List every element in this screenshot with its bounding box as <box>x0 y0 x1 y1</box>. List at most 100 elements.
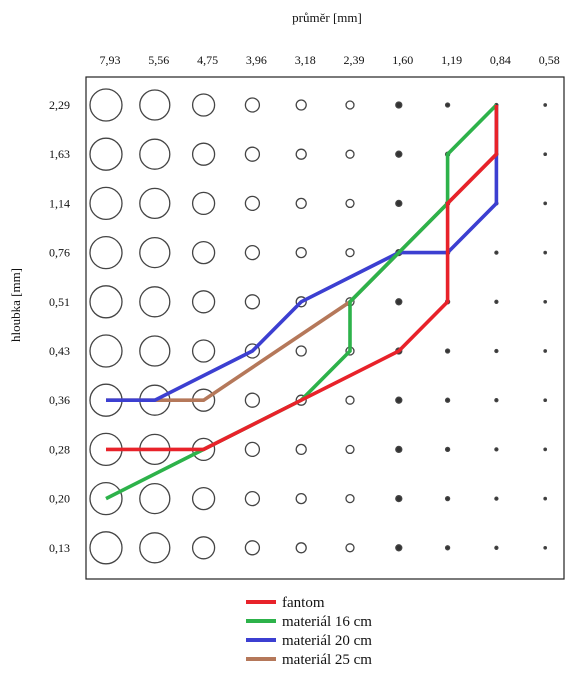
phantom-hole <box>396 151 402 157</box>
y-tick-label: 0,76 <box>49 246 70 260</box>
phantom-hole <box>544 301 546 303</box>
y-tick-label: 0,13 <box>49 541 70 555</box>
x-tick-label: 1,60 <box>392 53 413 67</box>
phantom-hole <box>396 299 402 305</box>
x-tick-label: 3,96 <box>246 53 267 67</box>
y-tick-label: 2,29 <box>49 98 70 112</box>
phantom-hole <box>544 350 546 352</box>
phantom-hole <box>396 102 402 108</box>
phantom-hole <box>446 398 450 402</box>
phantom-hole <box>245 147 259 161</box>
x-tick-label: 2,39 <box>344 53 365 67</box>
phantom-hole <box>346 199 354 207</box>
x-tick-label: 5,56 <box>148 53 169 67</box>
phantom-hole <box>296 494 306 504</box>
phantom-hole <box>346 495 354 503</box>
phantom-hole <box>495 251 498 254</box>
plot-frame <box>86 77 564 579</box>
phantom-hole <box>245 246 259 260</box>
phantom-hole <box>296 543 306 553</box>
y-tick-label: 1,14 <box>49 196 70 210</box>
phantom-hole <box>346 150 354 158</box>
phantom-hole <box>495 448 498 451</box>
phantom-hole <box>193 291 215 313</box>
phantom-hole <box>544 399 546 401</box>
phantom-hole <box>193 192 215 214</box>
phantom-hole <box>296 346 306 356</box>
phantom-hole <box>396 496 402 502</box>
phantom-hole <box>446 546 450 550</box>
phantom-hole-grid <box>90 89 546 564</box>
phantom-hole <box>296 444 306 454</box>
phantom-hole <box>346 445 354 453</box>
phantom-hole <box>544 251 546 253</box>
phantom-hole <box>544 448 546 450</box>
phantom-hole <box>346 396 354 404</box>
phantom-hole <box>446 103 450 107</box>
phantom-hole <box>396 446 402 452</box>
phantom-hole <box>245 393 259 407</box>
legend-label: materiál 20 cm <box>282 633 372 649</box>
phantom-hole <box>193 143 215 165</box>
y-axis-title: hloubka [mm] <box>8 268 23 342</box>
phantom-hole <box>140 287 170 317</box>
series-lines <box>106 105 496 499</box>
phantom-hole <box>346 544 354 552</box>
phantom-hole <box>495 350 498 353</box>
phantom-hole <box>193 537 215 559</box>
legend: fantom materiál 16 cm materiál 20 cm materi… <box>246 595 372 668</box>
phantom-hole <box>140 336 170 366</box>
phantom-hole <box>140 533 170 563</box>
phantom-hole <box>495 497 498 500</box>
x-tick-label: 0,58 <box>539 53 560 67</box>
phantom-hole <box>396 200 402 206</box>
x-tick-label: 3,18 <box>295 53 316 67</box>
phantom-hole <box>346 101 354 109</box>
phantom-hole <box>193 488 215 510</box>
y-tick-label: 0,20 <box>49 492 70 506</box>
legend-label: fantom <box>282 595 325 611</box>
phantom-hole <box>245 442 259 456</box>
phantom-hole <box>90 187 122 219</box>
y-tick-label: 0,43 <box>49 344 70 358</box>
phantom-hole <box>495 546 498 549</box>
x-tick-label: 4,75 <box>197 53 218 67</box>
phantom-hole <box>495 399 498 402</box>
x-tick-label: 7,93 <box>100 53 121 67</box>
phantom-hole <box>140 484 170 514</box>
legend-label: materiál 16 cm <box>282 614 372 630</box>
phantom-hole <box>544 202 546 204</box>
phantom-hole <box>140 90 170 120</box>
phantom-hole <box>544 104 546 106</box>
x-tick-label: 1,19 <box>441 53 462 67</box>
phantom-hole <box>90 532 122 564</box>
x-tick-labels: 7,93 5,56 4,75 3,96 3,18 2,39 1,60 1,19 0,84 0,58 <box>100 53 560 67</box>
phantom-hole <box>140 139 170 169</box>
phantom-hole <box>245 492 259 506</box>
legend-label: materiál 25 cm <box>282 652 372 668</box>
phantom-hole <box>296 198 306 208</box>
phantom-hole <box>140 188 170 218</box>
phantom-hole <box>90 286 122 318</box>
phantom-hole <box>296 149 306 159</box>
phantom-hole <box>90 89 122 121</box>
phantom-hole <box>396 397 402 403</box>
phantom-hole <box>544 547 546 549</box>
phantom-hole <box>90 138 122 170</box>
x-axis-title: průměr [mm] <box>292 10 362 25</box>
phantom-hole <box>245 98 259 112</box>
phantom-hole <box>245 295 259 309</box>
y-tick-labels: 2,291,631,140,760,510,430,360,280,200,13 <box>49 98 70 555</box>
phantom-hole <box>544 153 546 155</box>
phantom-hole <box>446 497 450 501</box>
phantom-hole <box>140 238 170 268</box>
phantom-hole <box>193 94 215 116</box>
phantom-hole <box>193 242 215 264</box>
y-tick-label: 1,63 <box>49 147 70 161</box>
x-tick-label: 0,84 <box>490 53 511 67</box>
phantom-hole <box>396 545 402 551</box>
phantom-hole <box>346 249 354 257</box>
phantom-hole <box>296 248 306 258</box>
